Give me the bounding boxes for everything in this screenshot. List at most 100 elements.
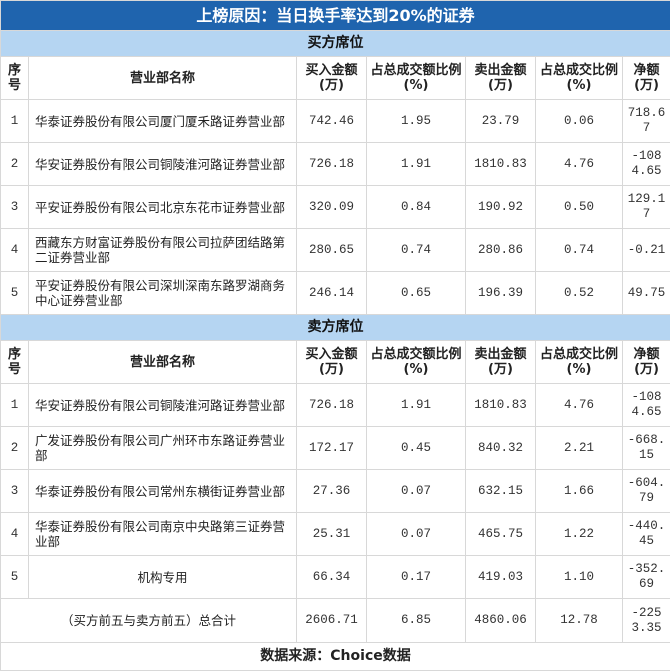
cell-value: 172.17 [297, 427, 367, 470]
total-value: 2606.71 [297, 599, 367, 643]
cell-value: 280.86 [466, 229, 536, 272]
sell-section-row: 卖方席位 [1, 315, 670, 341]
buy-header-row: 序号营业部名称买入金额(万)占总成交额比例(%)卖出金额(万)占总成交比例(%)… [1, 57, 670, 100]
cell-value: 23.79 [466, 100, 536, 143]
cell-value: 2 [1, 143, 29, 186]
column-header: 序号 [1, 341, 29, 384]
cell-value: 320.09 [297, 186, 367, 229]
cell-value: 1810.83 [466, 143, 536, 186]
cell-value: -0.21 [623, 229, 670, 272]
cell-value: 66.34 [297, 556, 367, 599]
buy-section-row: 买方席位 [1, 31, 670, 57]
cell-value: 1.10 [536, 556, 623, 599]
column-header: 占总成交额比例(%) [367, 341, 466, 384]
cell-value: 0.74 [536, 229, 623, 272]
cell-value: 1.95 [367, 100, 466, 143]
data-source: 数据来源：Choice数据 [1, 643, 670, 671]
column-header: 营业部名称 [29, 341, 297, 384]
cell-value: -352.69 [623, 556, 670, 599]
cell-value: -1084.65 [623, 384, 670, 427]
broker-name: 华泰证券股份有限公司厦门厦禾路证券营业部 [29, 100, 297, 143]
table-title: 上榜原因：当日换手率达到20%的证券 [1, 1, 670, 31]
broker-name: 华安证券股份有限公司铜陵淮河路证券营业部 [29, 143, 297, 186]
cell-value: 280.65 [297, 229, 367, 272]
cell-value: 129.17 [623, 186, 670, 229]
cell-value: 27.36 [297, 470, 367, 513]
cell-value: 718.67 [623, 100, 670, 143]
footer-row: 数据来源：Choice数据 [1, 643, 670, 671]
column-header: 序号 [1, 57, 29, 100]
total-value: 6.85 [367, 599, 466, 643]
column-header: 卖出金额(万) [466, 57, 536, 100]
cell-value: 1 [1, 100, 29, 143]
cell-value: 246.14 [297, 272, 367, 315]
column-header: 买入金额(万) [297, 341, 367, 384]
cell-value: 419.03 [466, 556, 536, 599]
cell-value: 0.45 [367, 427, 466, 470]
total-value: 4860.06 [466, 599, 536, 643]
cell-value: 1 [1, 384, 29, 427]
column-header: 买入金额(万) [297, 57, 367, 100]
cell-value: 0.07 [367, 513, 466, 556]
column-header: 卖出金额(万) [466, 341, 536, 384]
total-value: 12.78 [536, 599, 623, 643]
buy-section-label: 买方席位 [1, 31, 670, 57]
broker-name: 机构专用 [29, 556, 297, 599]
cell-value: 4.76 [536, 384, 623, 427]
cell-value: 0.65 [367, 272, 466, 315]
cell-value: -668.15 [623, 427, 670, 470]
cell-value: 190.92 [466, 186, 536, 229]
cell-value: 726.18 [297, 143, 367, 186]
cell-value: 1.91 [367, 384, 466, 427]
column-header: 占总成交额比例(%) [367, 57, 466, 100]
column-header: 占总成交比例(%) [536, 57, 623, 100]
cell-value: 4 [1, 229, 29, 272]
cell-value: 49.75 [623, 272, 670, 315]
cell-value: 632.15 [466, 470, 536, 513]
broker-name: 平安证券股份有限公司北京东花市证券营业部 [29, 186, 297, 229]
cell-value: 0.17 [367, 556, 466, 599]
cell-value: 1.91 [367, 143, 466, 186]
cell-value: 726.18 [297, 384, 367, 427]
broker-name: 平安证券股份有限公司深圳深南东路罗湖商务中心证券营业部 [29, 272, 297, 315]
cell-value: -1084.65 [623, 143, 670, 186]
cell-value: -440.45 [623, 513, 670, 556]
cell-value: 25.31 [297, 513, 367, 556]
cell-value: 3 [1, 470, 29, 513]
cell-value: 5 [1, 272, 29, 315]
cell-value: 0.52 [536, 272, 623, 315]
total-value: -2253.35 [623, 599, 670, 643]
cell-value: 3 [1, 186, 29, 229]
broker-name: 广发证券股份有限公司广州环市东路证券营业部 [29, 427, 297, 470]
column-header: 净额(万) [623, 57, 670, 100]
cell-value: 1.22 [536, 513, 623, 556]
cell-value: 0.07 [367, 470, 466, 513]
sell-section-label: 卖方席位 [1, 315, 670, 341]
cell-value: 2.21 [536, 427, 623, 470]
cell-value: 4.76 [536, 143, 623, 186]
column-header: 营业部名称 [29, 57, 297, 100]
cell-value: 0.84 [367, 186, 466, 229]
broker-name: 华安证券股份有限公司铜陵淮河路证券营业部 [29, 384, 297, 427]
cell-value: 5 [1, 556, 29, 599]
cell-value: 840.32 [466, 427, 536, 470]
broker-name: 西藏东方财富证券股份有限公司拉萨团结路第二证券营业部 [29, 229, 297, 272]
cell-value: 0.74 [367, 229, 466, 272]
cell-value: 196.39 [466, 272, 536, 315]
cell-value: 2 [1, 427, 29, 470]
broker-name: 华泰证券股份有限公司常州东横街证券营业部 [29, 470, 297, 513]
cell-value: 742.46 [297, 100, 367, 143]
total-label: （买方前五与卖方前五）总合计 [1, 599, 297, 643]
